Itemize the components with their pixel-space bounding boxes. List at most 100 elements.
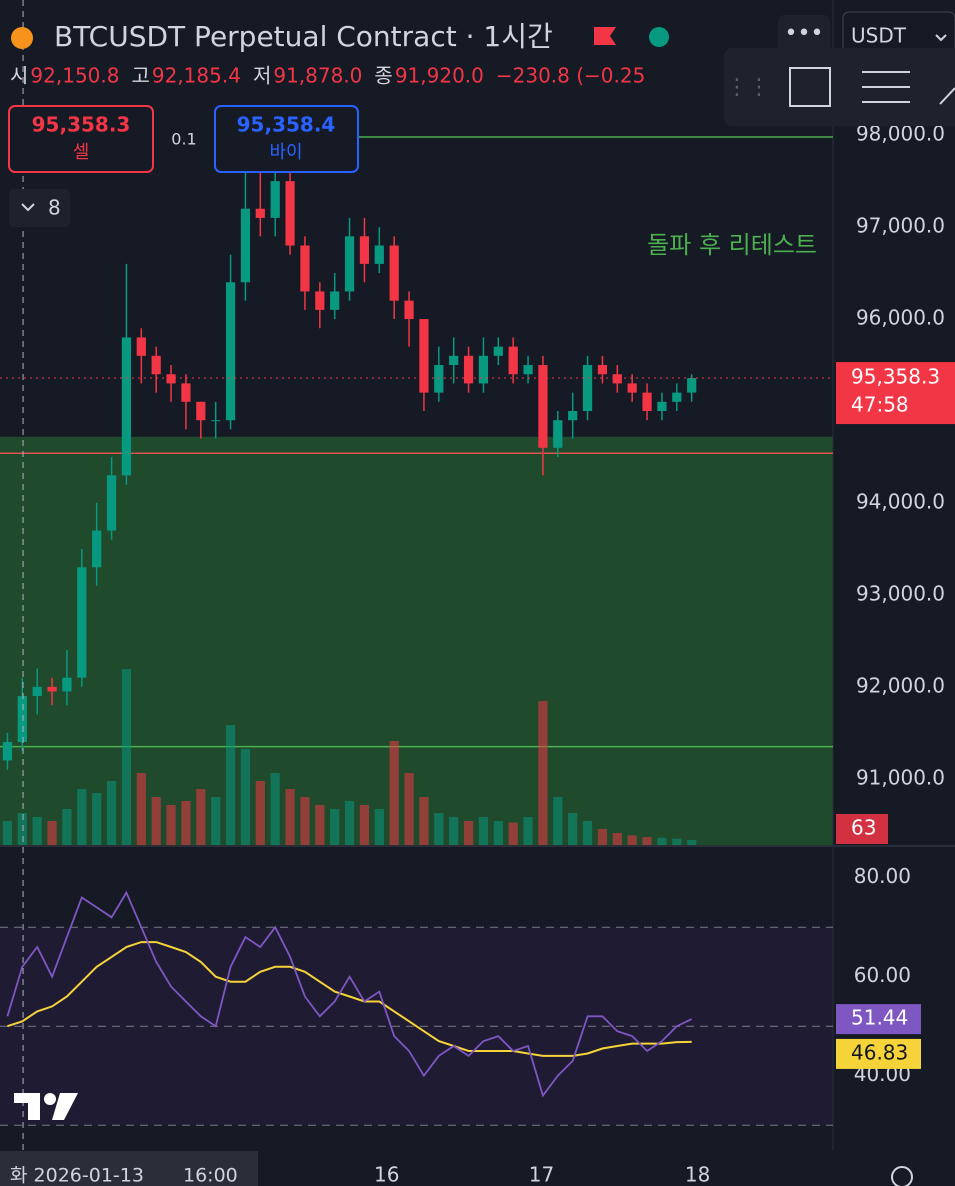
last-price-box bbox=[836, 362, 955, 425]
annotation: 돌파 후 리테스트 bbox=[647, 231, 817, 259]
volume-bar bbox=[181, 801, 191, 845]
x-tick-label: 18 bbox=[685, 1163, 710, 1186]
candle-body bbox=[463, 355, 474, 384]
volume-bar bbox=[17, 813, 27, 845]
ohlc-label: 저 bbox=[253, 64, 271, 88]
volume-bar bbox=[627, 835, 637, 845]
candle-body bbox=[374, 245, 384, 264]
tv-logo bbox=[14, 1093, 78, 1120]
candle-body bbox=[478, 355, 489, 384]
ohlc-value: 91,920.0 bbox=[395, 64, 484, 88]
trend-tool[interactable] bbox=[939, 87, 955, 105]
volume-bar bbox=[270, 773, 280, 845]
y-tick-label: 93,000.0 bbox=[856, 581, 945, 605]
ohlc-label: 시 bbox=[10, 64, 28, 88]
volume-bar bbox=[523, 817, 533, 845]
rsi-ma-label-box bbox=[836, 1038, 921, 1069]
candle-body bbox=[32, 686, 42, 697]
candle-body bbox=[434, 365, 444, 393]
candle-body bbox=[121, 337, 132, 476]
flag-icon bbox=[594, 27, 616, 45]
crosshair-time: 16:00 bbox=[183, 1165, 238, 1186]
candle-body bbox=[92, 530, 102, 568]
volume-bar bbox=[434, 813, 444, 845]
symbol-title: BTCUSDT Perpetual Contract · 1시간 bbox=[54, 20, 553, 53]
volume-bar bbox=[359, 805, 370, 845]
volume-bar bbox=[32, 817, 42, 845]
candle-body bbox=[672, 392, 682, 402]
candle-body bbox=[568, 411, 578, 421]
more-button[interactable] bbox=[778, 15, 830, 55]
y-tick-label: 91,000.0 bbox=[856, 765, 945, 789]
volume-bar bbox=[344, 801, 355, 845]
indicator-count: 8 bbox=[48, 196, 61, 220]
candle-body bbox=[106, 475, 117, 531]
candle-body bbox=[47, 686, 57, 692]
sell-button[interactable] bbox=[8, 105, 154, 173]
last-price-label: 95,358.3 bbox=[851, 365, 940, 389]
volume-bar bbox=[300, 797, 310, 845]
volume-bar bbox=[196, 789, 206, 845]
volume-bar bbox=[315, 805, 325, 845]
crosshair-date: 화 2026-01-13 bbox=[10, 1165, 144, 1186]
change: −230.8 (−0.25 bbox=[496, 64, 645, 88]
volume-bar bbox=[582, 821, 593, 845]
buy-button[interactable] bbox=[214, 105, 359, 173]
coin-icon bbox=[11, 27, 33, 49]
candle-body bbox=[508, 346, 518, 375]
x-tick-label: 16 bbox=[374, 1163, 399, 1186]
more-icon: ••• bbox=[785, 21, 824, 46]
candle-body bbox=[493, 346, 503, 356]
chevron bbox=[935, 34, 947, 42]
candle-body bbox=[181, 383, 191, 402]
candle-body bbox=[211, 420, 221, 422]
volume-bar bbox=[62, 809, 72, 845]
lines-tool[interactable] bbox=[862, 71, 910, 103]
rsi-tick-label: 80.00 bbox=[854, 864, 911, 888]
settings-icon[interactable] bbox=[891, 1166, 913, 1186]
sell-label: 셀 bbox=[73, 142, 90, 163]
candle-body bbox=[359, 236, 370, 264]
volume-bar bbox=[657, 837, 667, 845]
candle-body bbox=[196, 401, 206, 421]
currency-label: USDT bbox=[851, 24, 907, 48]
candle-body bbox=[419, 319, 429, 393]
chevron bbox=[21, 203, 35, 212]
candle-body bbox=[687, 378, 697, 393]
buy-price: 95,358.4 bbox=[237, 113, 336, 137]
candle-body bbox=[2, 742, 13, 761]
volume-bar bbox=[240, 749, 251, 845]
volume-bar bbox=[285, 789, 295, 845]
volume-bar bbox=[419, 797, 429, 845]
rsi-ma-label: 46.83 bbox=[851, 1040, 908, 1064]
candle-body bbox=[300, 245, 310, 292]
volume-bar bbox=[568, 813, 578, 845]
candle-body bbox=[538, 365, 548, 448]
crosshair-time-box bbox=[0, 1151, 258, 1186]
drawing-toolbar bbox=[724, 48, 955, 126]
volume-bar bbox=[597, 829, 608, 845]
candle-body bbox=[449, 355, 459, 366]
volume-bar bbox=[255, 781, 265, 845]
rect-tool[interactable] bbox=[789, 67, 831, 107]
countdown: 47:58 bbox=[851, 393, 909, 417]
candle-body bbox=[330, 291, 340, 310]
volume-bar bbox=[687, 839, 697, 845]
candle-body bbox=[17, 696, 27, 743]
volume-bar bbox=[330, 809, 340, 845]
candle-body bbox=[404, 300, 414, 320]
indicator-toggle[interactable] bbox=[9, 189, 70, 227]
volume-bar bbox=[493, 821, 503, 845]
x-tick-label: 17 bbox=[529, 1163, 554, 1186]
volume-bar bbox=[389, 741, 399, 845]
candle-body bbox=[627, 383, 637, 393]
volume-bar bbox=[374, 809, 384, 845]
volume-bar bbox=[463, 821, 474, 845]
volume-bar bbox=[672, 838, 682, 845]
y-tick-label: 94,000.0 bbox=[856, 489, 945, 513]
volume-bar bbox=[47, 821, 57, 845]
candle-body bbox=[270, 181, 280, 218]
rsi-label: 51.44 bbox=[851, 1006, 908, 1030]
